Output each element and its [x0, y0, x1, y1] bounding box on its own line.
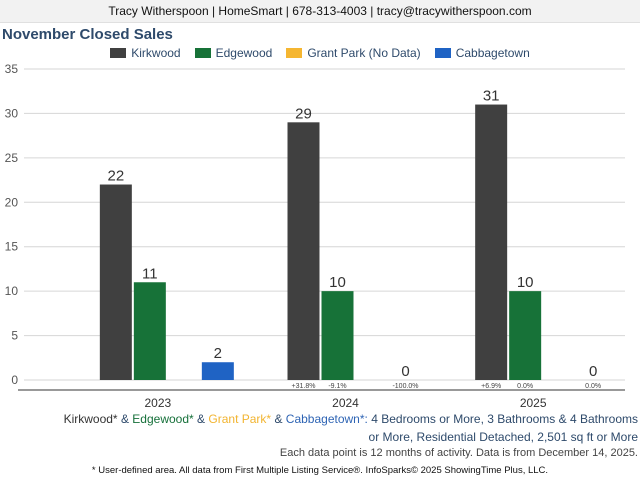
change-label: -9.1% [328, 383, 346, 390]
criteria-edgewood: Edgewood* [132, 412, 194, 426]
y-tick-label: 30 [5, 106, 19, 120]
data-label: 22 [107, 168, 124, 185]
chart-title: November Closed Sales [2, 26, 173, 43]
data-label: 10 [517, 274, 534, 291]
data-label: 11 [142, 265, 158, 282]
y-tick-label: 15 [5, 240, 19, 254]
legend-item-grant-park[interactable]: Grant Park (No Data) [286, 46, 421, 60]
agent-contact-banner: Tracy Witherspoon | HomeSmart | 678-313-… [0, 0, 640, 23]
data-label: 0 [401, 363, 409, 380]
legend-label-cabbagetown: Cabbagetown [455, 46, 530, 60]
bar-chart: 05101520253035202322112202429+31.8%10-9.… [5, 62, 625, 410]
bar-cabbagetown [201, 362, 234, 380]
y-tick-label: 5 [11, 329, 18, 343]
legend-swatch-kirkwood [110, 48, 127, 58]
data-label: 29 [295, 105, 312, 122]
x-tick-label: 2025 [520, 396, 547, 410]
data-label: 2 [214, 345, 222, 362]
bar-kirkwood [99, 184, 132, 380]
change-label: 0.0% [585, 383, 601, 390]
change-label: +6.9% [481, 383, 501, 390]
legend-label-kirkwood: Kirkwood [131, 46, 181, 60]
data-label: 10 [329, 274, 346, 291]
bar-edgewood [321, 291, 354, 380]
bar-kirkwood [475, 104, 508, 381]
x-tick-label: 2023 [144, 396, 171, 410]
criteria-amp-2: & [197, 412, 206, 426]
change-label: 0.0% [517, 383, 533, 390]
legend-item-edgewood[interactable]: Edgewood [194, 46, 273, 60]
bar-edgewood [133, 282, 166, 380]
bar-edgewood [509, 291, 542, 380]
change-label: -100.0% [392, 383, 418, 390]
y-tick-label: 0 [11, 373, 18, 387]
data-label: 0 [589, 363, 597, 380]
y-tick-label: 35 [5, 62, 19, 76]
search-criteria-note: Kirkwood* & Edgewood* & Grant Park* & Ca… [0, 410, 638, 446]
criteria-grant-park: Grant Park* [208, 412, 272, 426]
criteria-kirkwood: Kirkwood* [63, 412, 118, 426]
legend-swatch-cabbagetown [434, 48, 451, 58]
criteria-amp-3: & [274, 412, 283, 426]
y-tick-label: 10 [5, 284, 19, 298]
legend-item-kirkwood[interactable]: Kirkwood [110, 46, 181, 60]
criteria-filters-line1: 4 Bedrooms or More, 3 Bathrooms & 4 Bath… [371, 412, 638, 426]
legend-label-grant-park: Grant Park (No Data) [307, 46, 421, 60]
legend-swatch-grant-park [286, 48, 303, 58]
criteria-amp-1: & [120, 412, 129, 426]
data-label: 31 [483, 88, 500, 105]
y-tick-label: 20 [5, 195, 19, 209]
legend-label-edgewood: Edgewood [215, 46, 273, 60]
legend-item-cabbagetown[interactable]: Cabbagetown [434, 46, 530, 60]
data-period-note: Each data point is 12 months of activity… [279, 447, 638, 459]
bar-kirkwood [287, 122, 320, 381]
y-tick-label: 25 [5, 151, 19, 165]
change-label: +31.8% [292, 383, 316, 390]
chart-legend: Kirkwood Edgewood Grant Park (No Data) C… [0, 46, 640, 60]
data-source-disclaimer: * User-defined area. All data from First… [91, 465, 549, 476]
criteria-cabbagetown: Cabbagetown*: [285, 412, 368, 426]
legend-swatch-edgewood [194, 48, 211, 58]
criteria-filters-line2: or More, Residential Detached, 2,501 sq … [368, 430, 638, 444]
x-tick-label: 2024 [332, 396, 359, 410]
